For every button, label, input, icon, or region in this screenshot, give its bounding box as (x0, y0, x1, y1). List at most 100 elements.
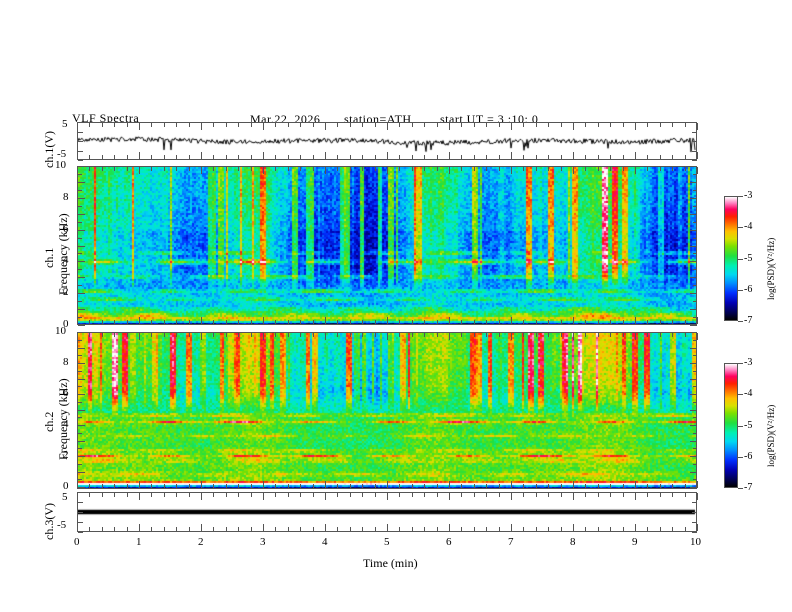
x-tick-top-p0 (102, 123, 103, 127)
colorbar-tick-1-0 (738, 363, 743, 364)
x-tick-bottom-p2 (449, 481, 450, 488)
x-tick-bottom-p0 (201, 152, 202, 159)
y-tick-right-p2 (693, 371, 697, 372)
x-tick-bottom-p1 (127, 320, 128, 324)
x-tick-top-p1 (350, 167, 351, 171)
x-tick-top-p1 (288, 167, 289, 171)
colorbar-tick-0-4 (738, 321, 743, 322)
x-tick-top-p1 (598, 167, 599, 171)
x-tick-bottom-p3 (424, 527, 425, 531)
y-tick-right-p0 (692, 141, 697, 142)
x-tick-top-p3 (573, 493, 574, 500)
x-tick-top-p1 (548, 167, 549, 171)
x-tick-bottom-p0 (164, 155, 165, 159)
x-tick-bottom-p2 (375, 484, 376, 488)
x-tick-top-p1 (275, 167, 276, 171)
x-tick-bottom-p1 (114, 320, 115, 324)
x-tick-top-p2 (164, 333, 165, 337)
y-tick-left-p1 (78, 253, 82, 254)
x-tick-bottom-p2 (275, 484, 276, 488)
y-tick-left-p2 (78, 448, 82, 449)
x-tick-bottom-p0 (685, 155, 686, 159)
x-tick-top-p1 (399, 167, 400, 171)
x-tick-top-p3 (176, 493, 177, 497)
colorbar-tick-1-3 (738, 457, 743, 458)
x-tick-top-p2 (325, 333, 326, 340)
x-tick-top-p0 (536, 123, 537, 127)
x-tick-top-p1 (461, 167, 462, 171)
x-tick-bottom-p2 (89, 484, 90, 488)
x-tick-top-p2 (672, 333, 673, 337)
x-tick-top-p2 (437, 333, 438, 337)
x-tick-bottom-p1 (561, 320, 562, 324)
x-tick-bottom-p0 (561, 155, 562, 159)
x-tick-top-p0 (176, 123, 177, 127)
x-tick-bottom-p2 (486, 484, 487, 488)
x-tick-bottom-p1 (474, 320, 475, 324)
x-tick-top-p0 (89, 123, 90, 127)
x-tick-bottom-p3 (672, 527, 673, 531)
x-tick-top-p0 (486, 123, 487, 127)
x-tick-bottom-p2 (102, 484, 103, 488)
y-tick-right-p1 (693, 285, 697, 286)
x-tick-top-p3 (672, 493, 673, 497)
y-tick-left-p2 (78, 394, 85, 395)
ch2-spectrogram-image (78, 333, 696, 488)
x-tick-bottom-p3 (660, 527, 661, 531)
x-tick-bottom-p3 (350, 527, 351, 531)
x-tick-top-p1 (499, 167, 500, 171)
x-tick-top-p2 (685, 333, 686, 337)
x-tick-bottom-p2 (399, 484, 400, 488)
y-tick-right-p2 (693, 433, 697, 434)
x-tick-top-p1 (151, 167, 152, 171)
x-tick-top-p2 (201, 333, 202, 340)
x-tick-top-p0 (449, 123, 450, 130)
x-tick-bottom-p1 (585, 320, 586, 324)
x-tick-bottom-p0 (697, 152, 698, 159)
y-tick-left-p1 (78, 277, 85, 278)
x-tick-top-p1 (437, 167, 438, 171)
ch3-waveform-ylabel: ch.3(V) (42, 503, 56, 540)
x-tick-bottom-p1 (350, 320, 351, 324)
y-tick-right-p2 (693, 355, 697, 356)
colorbar-tick-1-1 (738, 394, 743, 395)
x-tick-bottom-p1 (251, 320, 252, 324)
x-tick-bottom-p2 (412, 484, 413, 488)
x-tick-bottom-p2 (127, 484, 128, 488)
x-tick-bottom-p2 (585, 484, 586, 488)
x-tick-bottom-p2 (499, 484, 500, 488)
x-tick-bottom-p1 (647, 320, 648, 324)
y-tick-left-p0 (78, 151, 83, 152)
y-tick-right-p3 (692, 492, 697, 493)
x-tick-bottom-p0 (362, 155, 363, 159)
x-tick-top-p1 (623, 167, 624, 171)
y-tick-left-p3 (78, 492, 83, 493)
x-tick-top-p2 (412, 333, 413, 337)
x-tick-bottom-p2 (598, 484, 599, 488)
x-tick-top-p1 (127, 167, 128, 171)
x-tick-label-1: 1 (136, 536, 142, 548)
y-tick-right-p2 (690, 456, 697, 457)
x-tick-bottom-p0 (288, 155, 289, 159)
x-tick-bottom-p3 (449, 524, 450, 531)
y-tick-left-p2 (78, 417, 82, 418)
colorbar-ch1 (724, 196, 738, 321)
x-tick-top-p2 (387, 333, 388, 340)
x-tick-top-p3 (623, 493, 624, 497)
x-tick-top-p3 (164, 493, 165, 497)
x-tick-bottom-p2 (325, 481, 326, 488)
y-tick-left-p0 (78, 132, 83, 133)
x-tick-bottom-p1 (313, 320, 314, 324)
x-tick-bottom-p2 (660, 484, 661, 488)
x-tick-top-p2 (585, 333, 586, 337)
x-tick-top-p3 (238, 493, 239, 497)
y-tick-left-p1 (78, 222, 82, 223)
y-tick-right-p1 (693, 301, 697, 302)
ch1-spectrogram-ylabel-channel: ch.1 (42, 247, 56, 268)
x-tick-top-p1 (523, 167, 524, 171)
x-tick-top-p0 (201, 123, 202, 130)
x-tick-bottom-p3 (437, 527, 438, 531)
x-tick-top-p0 (375, 123, 376, 127)
y-tick-right-p2 (690, 332, 697, 333)
x-tick-top-p3 (251, 493, 252, 497)
